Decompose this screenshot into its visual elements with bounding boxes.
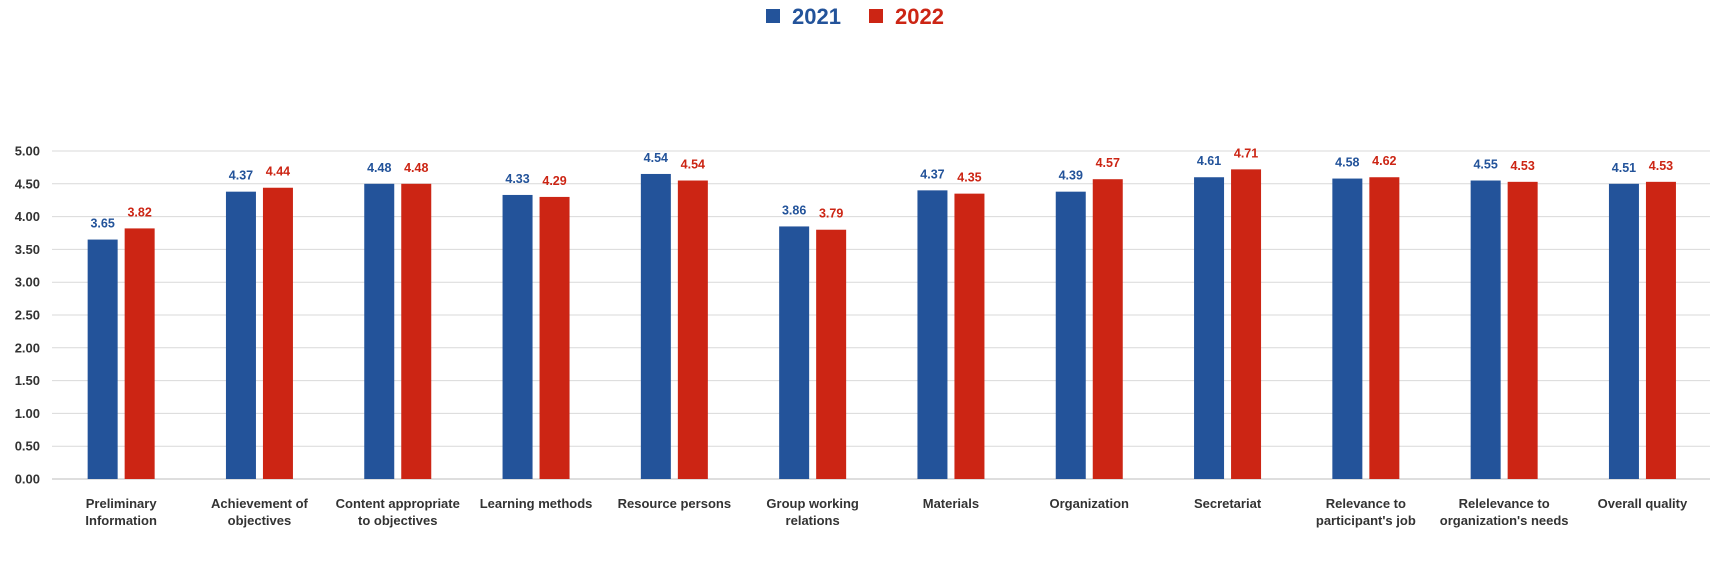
bar-2022 bbox=[1645, 181, 1676, 479]
x-tick-label: Relevance to bbox=[1326, 496, 1406, 511]
data-label: 4.54 bbox=[644, 151, 668, 165]
data-label: 4.48 bbox=[404, 161, 428, 175]
bar-2021 bbox=[364, 183, 395, 480]
legend-swatch bbox=[869, 9, 883, 24]
bar-2022 bbox=[954, 193, 985, 479]
bar-2022 bbox=[262, 187, 293, 479]
bar-2021 bbox=[917, 190, 948, 480]
y-tick-label: 1.50 bbox=[15, 373, 40, 388]
x-tick-label: Achievement of bbox=[211, 496, 308, 511]
bar-2021 bbox=[225, 191, 256, 479]
x-tick-label: organization's needs bbox=[1440, 513, 1569, 528]
data-label: 4.39 bbox=[1059, 169, 1083, 183]
x-tick-label: Materials bbox=[923, 496, 979, 511]
bar-2022 bbox=[539, 196, 570, 480]
bar-2022 bbox=[1507, 181, 1538, 479]
y-tick-label: 4.50 bbox=[15, 176, 40, 191]
x-tick-label: Preliminary bbox=[86, 496, 158, 511]
bar-2021 bbox=[1055, 191, 1086, 479]
data-label: 4.33 bbox=[505, 172, 529, 186]
bar-2021 bbox=[1608, 183, 1639, 480]
x-tick-label: relations bbox=[786, 513, 840, 528]
legend-label: 2022 bbox=[895, 4, 944, 29]
data-label: 3.65 bbox=[90, 217, 114, 231]
data-label: 4.57 bbox=[1096, 156, 1120, 170]
x-tick-label: Group working bbox=[766, 496, 859, 511]
y-tick-label: 1.00 bbox=[15, 406, 40, 421]
data-label: 4.61 bbox=[1197, 154, 1221, 168]
bar-2021 bbox=[1470, 180, 1501, 479]
x-tick-label: Relelevance to bbox=[1459, 496, 1550, 511]
data-label: 3.82 bbox=[127, 205, 151, 219]
chart-legend: 2021 2022 bbox=[0, 2, 1710, 32]
data-label: 3.79 bbox=[819, 207, 843, 221]
bar-2022 bbox=[401, 183, 432, 480]
x-tick-label: Learning methods bbox=[480, 496, 593, 511]
bar-2021 bbox=[87, 239, 118, 479]
y-tick-label: 5.00 bbox=[15, 144, 40, 159]
data-label: 4.58 bbox=[1335, 156, 1359, 170]
data-label: 4.48 bbox=[367, 161, 391, 175]
data-label: 4.35 bbox=[957, 171, 981, 185]
y-tick-label: 2.00 bbox=[15, 340, 40, 355]
data-label: 4.44 bbox=[266, 165, 290, 179]
x-tick-label: Secretariat bbox=[1194, 496, 1262, 511]
data-label: 4.53 bbox=[1649, 159, 1673, 173]
y-tick-label: 0.00 bbox=[15, 472, 40, 487]
y-tick-label: 0.50 bbox=[15, 439, 40, 454]
data-label: 4.37 bbox=[920, 167, 944, 181]
x-tick-label: Content appropriate bbox=[336, 496, 460, 511]
x-tick-label: Information bbox=[85, 513, 157, 528]
bar-2022 bbox=[1231, 169, 1262, 480]
data-label: 4.37 bbox=[229, 169, 253, 183]
y-tick-label: 3.00 bbox=[15, 275, 40, 290]
bar-2022 bbox=[677, 180, 708, 479]
data-label: 3.86 bbox=[782, 203, 806, 217]
bar-2021 bbox=[640, 173, 671, 479]
bar-2022 bbox=[124, 228, 155, 479]
bar-2021 bbox=[1332, 178, 1363, 479]
bar-2022 bbox=[1369, 177, 1400, 480]
legend-item: 2022 bbox=[869, 2, 944, 32]
legend-label: 2021 bbox=[792, 4, 841, 29]
y-tick-label: 3.50 bbox=[15, 242, 40, 257]
data-label: 4.51 bbox=[1612, 161, 1636, 175]
legend-item: 2021 bbox=[766, 2, 841, 32]
x-tick-label: to objectives bbox=[358, 513, 437, 528]
y-tick-label: 4.00 bbox=[15, 209, 40, 224]
legend-swatch bbox=[766, 9, 781, 24]
data-label: 4.62 bbox=[1372, 154, 1396, 168]
data-label: 4.29 bbox=[542, 174, 566, 188]
x-tick-label: objectives bbox=[228, 513, 292, 528]
data-label: 4.54 bbox=[681, 158, 705, 172]
x-tick-label: Organization bbox=[1050, 496, 1130, 511]
bar-2021 bbox=[779, 226, 810, 479]
data-label: 4.53 bbox=[1510, 159, 1534, 173]
bar-2022 bbox=[1092, 179, 1123, 479]
x-tick-label: Overall quality bbox=[1598, 496, 1688, 511]
data-label: 4.71 bbox=[1234, 146, 1258, 160]
x-tick-label: participant's job bbox=[1316, 513, 1416, 528]
data-label: 4.55 bbox=[1473, 158, 1497, 172]
bar-2021 bbox=[1194, 177, 1225, 480]
x-tick-label: Resource persons bbox=[618, 496, 731, 511]
y-tick-label: 2.50 bbox=[15, 308, 40, 323]
bar-2022 bbox=[816, 229, 847, 479]
bar-2021 bbox=[502, 194, 533, 479]
